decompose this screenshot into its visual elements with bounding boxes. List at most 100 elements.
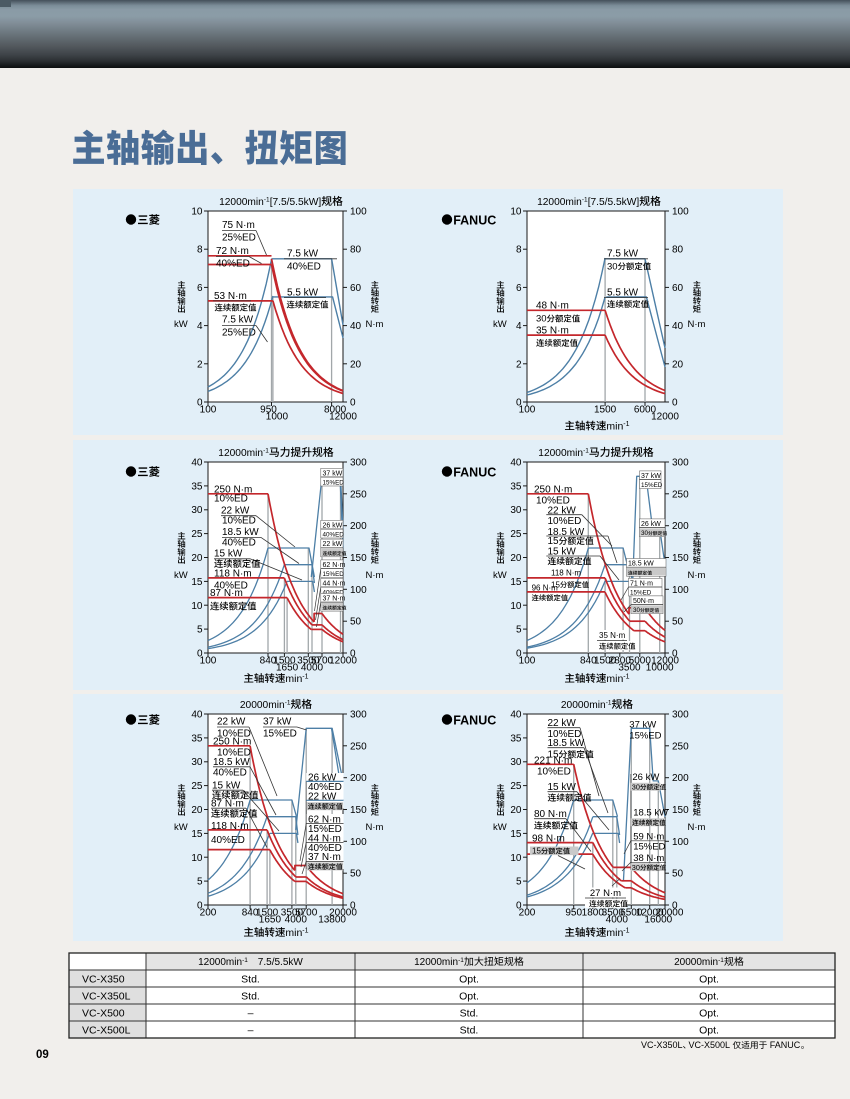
- svg-text:300: 300: [350, 710, 367, 721]
- svg-text:18.5 kW: 18.5 kW: [548, 527, 585, 538]
- svg-text:–: –: [248, 1008, 254, 1020]
- svg-text:840: 840: [260, 656, 277, 667]
- svg-text:35: 35: [191, 481, 203, 492]
- svg-text:10: 10: [510, 207, 522, 218]
- svg-text:Opt.: Opt.: [459, 974, 479, 986]
- svg-text:200: 200: [519, 908, 536, 919]
- svg-text:20000: 20000: [656, 908, 684, 919]
- svg-text:75 N·m: 75 N·m: [222, 220, 255, 231]
- svg-text:100: 100: [519, 405, 536, 416]
- svg-text:30: 30: [641, 530, 649, 537]
- svg-text:15: 15: [510, 829, 522, 840]
- svg-text:8: 8: [516, 245, 522, 256]
- svg-text:12000: 12000: [651, 656, 679, 667]
- svg-text:2800: 2800: [609, 656, 632, 667]
- svg-text:FANUC: FANUC: [453, 466, 496, 480]
- svg-text:15%ED: 15%ED: [630, 589, 652, 596]
- svg-text:150: 150: [672, 805, 689, 816]
- svg-text:-1: -1: [623, 928, 629, 935]
- svg-text:100: 100: [672, 837, 689, 848]
- svg-text:37 kW: 37 kW: [629, 720, 656, 731]
- svg-text:15%ED: 15%ED: [641, 482, 663, 489]
- svg-text:15%ED: 15%ED: [629, 731, 661, 742]
- svg-text:4000: 4000: [301, 663, 324, 674]
- svg-text:40%ED: 40%ED: [323, 589, 345, 596]
- svg-text:N·m: N·m: [366, 319, 384, 330]
- svg-text:150: 150: [350, 805, 367, 816]
- svg-text:12000min: 12000min: [218, 448, 263, 459]
- svg-text:15 kW: 15 kW: [548, 782, 577, 793]
- svg-text:-1: -1: [302, 928, 308, 935]
- svg-text:2: 2: [197, 359, 203, 370]
- svg-text:4: 4: [197, 321, 203, 332]
- svg-text:1650: 1650: [259, 915, 282, 926]
- svg-text:5000: 5000: [629, 656, 652, 667]
- svg-text:35 N·m: 35 N·m: [599, 631, 626, 640]
- svg-text:100: 100: [519, 656, 536, 667]
- svg-text:150: 150: [350, 553, 367, 564]
- svg-text:26 kW: 26 kW: [632, 772, 659, 783]
- svg-text:250 N·m: 250 N·m: [213, 736, 251, 747]
- svg-text:200: 200: [350, 773, 367, 784]
- svg-text:10: 10: [191, 601, 203, 612]
- svg-text:-1: -1: [458, 957, 464, 964]
- svg-text:Std.: Std.: [241, 974, 260, 986]
- svg-text:-1: -1: [242, 957, 248, 964]
- svg-text:26 kW: 26 kW: [308, 772, 337, 783]
- svg-text:FANUC: FANUC: [770, 1040, 801, 1050]
- svg-text:35 N·m: 35 N·m: [536, 326, 569, 337]
- svg-text:40%ED: 40%ED: [211, 835, 245, 846]
- svg-text:min: min: [606, 673, 623, 685]
- svg-text:300: 300: [350, 458, 367, 469]
- svg-text:30: 30: [632, 783, 640, 792]
- svg-text:5.5 kW: 5.5 kW: [607, 287, 639, 298]
- svg-text:50: 50: [672, 617, 684, 628]
- svg-text:15: 15: [532, 847, 541, 856]
- svg-text:40: 40: [672, 321, 684, 332]
- svg-text:100: 100: [200, 405, 217, 416]
- svg-text:[7.5/5.5kW]: [7.5/5.5kW]: [270, 197, 322, 208]
- svg-text:10000: 10000: [646, 663, 674, 674]
- svg-text:40%ED: 40%ED: [222, 538, 256, 549]
- svg-text:15%ED: 15%ED: [263, 729, 297, 740]
- svg-text:12000min: 12000min: [538, 448, 583, 459]
- svg-text:12000: 12000: [651, 412, 679, 423]
- svg-text:37 kW: 37 kW: [323, 470, 343, 477]
- svg-text:VC-X350L: VC-X350L: [82, 991, 131, 1003]
- svg-text:40%ED: 40%ED: [323, 531, 345, 538]
- svg-text:250 N·m: 250 N·m: [214, 484, 252, 495]
- svg-text:18.5 kW: 18.5 kW: [633, 808, 668, 819]
- svg-text:18.5 kW: 18.5 kW: [548, 738, 585, 749]
- svg-text:80: 80: [350, 245, 362, 256]
- svg-text:15: 15: [551, 580, 560, 589]
- svg-text:12000min: 12000min: [219, 197, 264, 208]
- svg-text:40: 40: [350, 321, 362, 332]
- svg-text:18.5 kW: 18.5 kW: [628, 561, 654, 568]
- svg-text:kW: kW: [174, 319, 188, 330]
- svg-text:12000min: 12000min: [414, 957, 458, 968]
- svg-text:20: 20: [510, 805, 522, 816]
- svg-text:10: 10: [191, 207, 203, 218]
- svg-text:1800: 1800: [582, 908, 605, 919]
- svg-text:12000min: 12000min: [537, 197, 582, 208]
- svg-text:FANUC: FANUC: [453, 714, 496, 728]
- svg-text:200: 200: [200, 908, 217, 919]
- svg-text:0: 0: [516, 901, 522, 912]
- svg-text:15%ED: 15%ED: [308, 824, 342, 835]
- svg-text:250: 250: [350, 741, 367, 752]
- svg-text:22 kW: 22 kW: [221, 505, 250, 516]
- svg-text:950: 950: [565, 908, 582, 919]
- svg-text:VC-X500L: VC-X500L: [82, 1025, 131, 1037]
- svg-text:10%ED: 10%ED: [536, 495, 570, 506]
- svg-text:Opt.: Opt.: [699, 1008, 719, 1020]
- svg-text:37 N·m: 37 N·m: [308, 852, 341, 863]
- svg-text:0: 0: [197, 649, 203, 660]
- svg-text:0: 0: [350, 649, 356, 660]
- svg-text:7.5 kW: 7.5 kW: [222, 315, 254, 326]
- svg-text:35: 35: [510, 481, 522, 492]
- svg-text:Opt.: Opt.: [699, 1025, 719, 1037]
- svg-text:35: 35: [510, 733, 522, 744]
- svg-text:840: 840: [242, 908, 259, 919]
- svg-text:20: 20: [191, 805, 203, 816]
- svg-text:15: 15: [548, 536, 560, 547]
